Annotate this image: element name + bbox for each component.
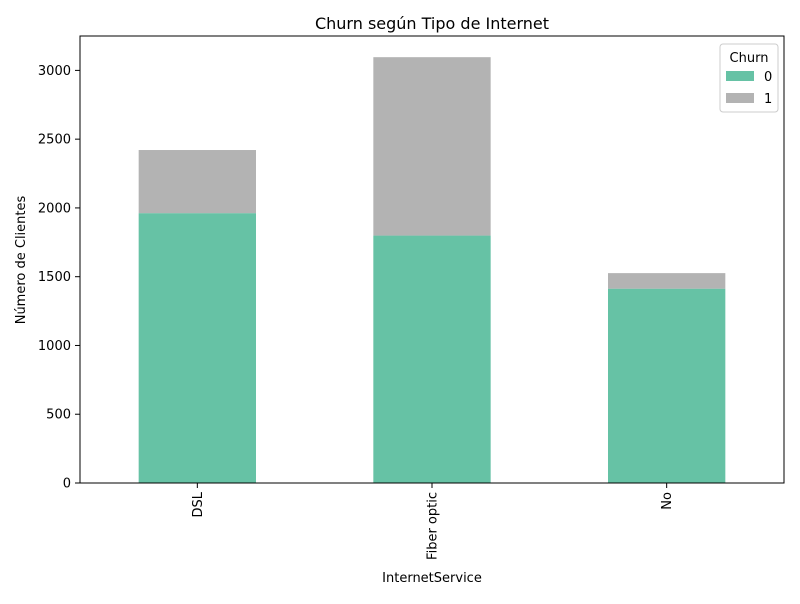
legend-title: Churn xyxy=(730,51,769,66)
y-tick-label: 0 xyxy=(63,477,71,492)
y-tick-label: 1500 xyxy=(38,270,71,285)
bars-layer xyxy=(138,57,726,483)
x-tick-label: No xyxy=(660,492,675,510)
x-tick-label: Fiber optic xyxy=(426,492,441,560)
y-tick-label: 1000 xyxy=(38,339,71,354)
chart-title: Churn según Tipo de Internet xyxy=(315,14,549,33)
bar-no-churn-0 xyxy=(608,288,726,483)
bar-no-churn-1 xyxy=(608,273,726,289)
bar-dsl-churn-0 xyxy=(138,213,256,483)
y-tick-label: 2000 xyxy=(38,201,71,216)
legend-label-0: 0 xyxy=(764,70,772,85)
x-tick-label: DSL xyxy=(191,491,206,517)
bar-fiber-optic-churn-0 xyxy=(373,235,491,483)
y-tick-label: 3000 xyxy=(38,64,71,79)
y-tick-label: 2500 xyxy=(38,133,71,148)
plot-frame xyxy=(79,35,785,484)
y-axis-label: Número de Clientes xyxy=(14,195,29,324)
axes-layer: DSL Fiber optic No 0 500 1000 1500 2000 2500 3000 xyxy=(38,64,675,560)
legend-swatch-1 xyxy=(726,93,754,103)
x-axis-label: InternetService xyxy=(382,571,482,586)
y-tick-label: 500 xyxy=(46,408,71,423)
bar-dsl-churn-1 xyxy=(138,150,256,214)
bar-fiber-optic-churn-1 xyxy=(373,57,491,236)
legend-swatch-0 xyxy=(726,71,754,81)
legend-label-1: 1 xyxy=(764,92,772,107)
legend: Churn 0 1 xyxy=(719,43,779,113)
